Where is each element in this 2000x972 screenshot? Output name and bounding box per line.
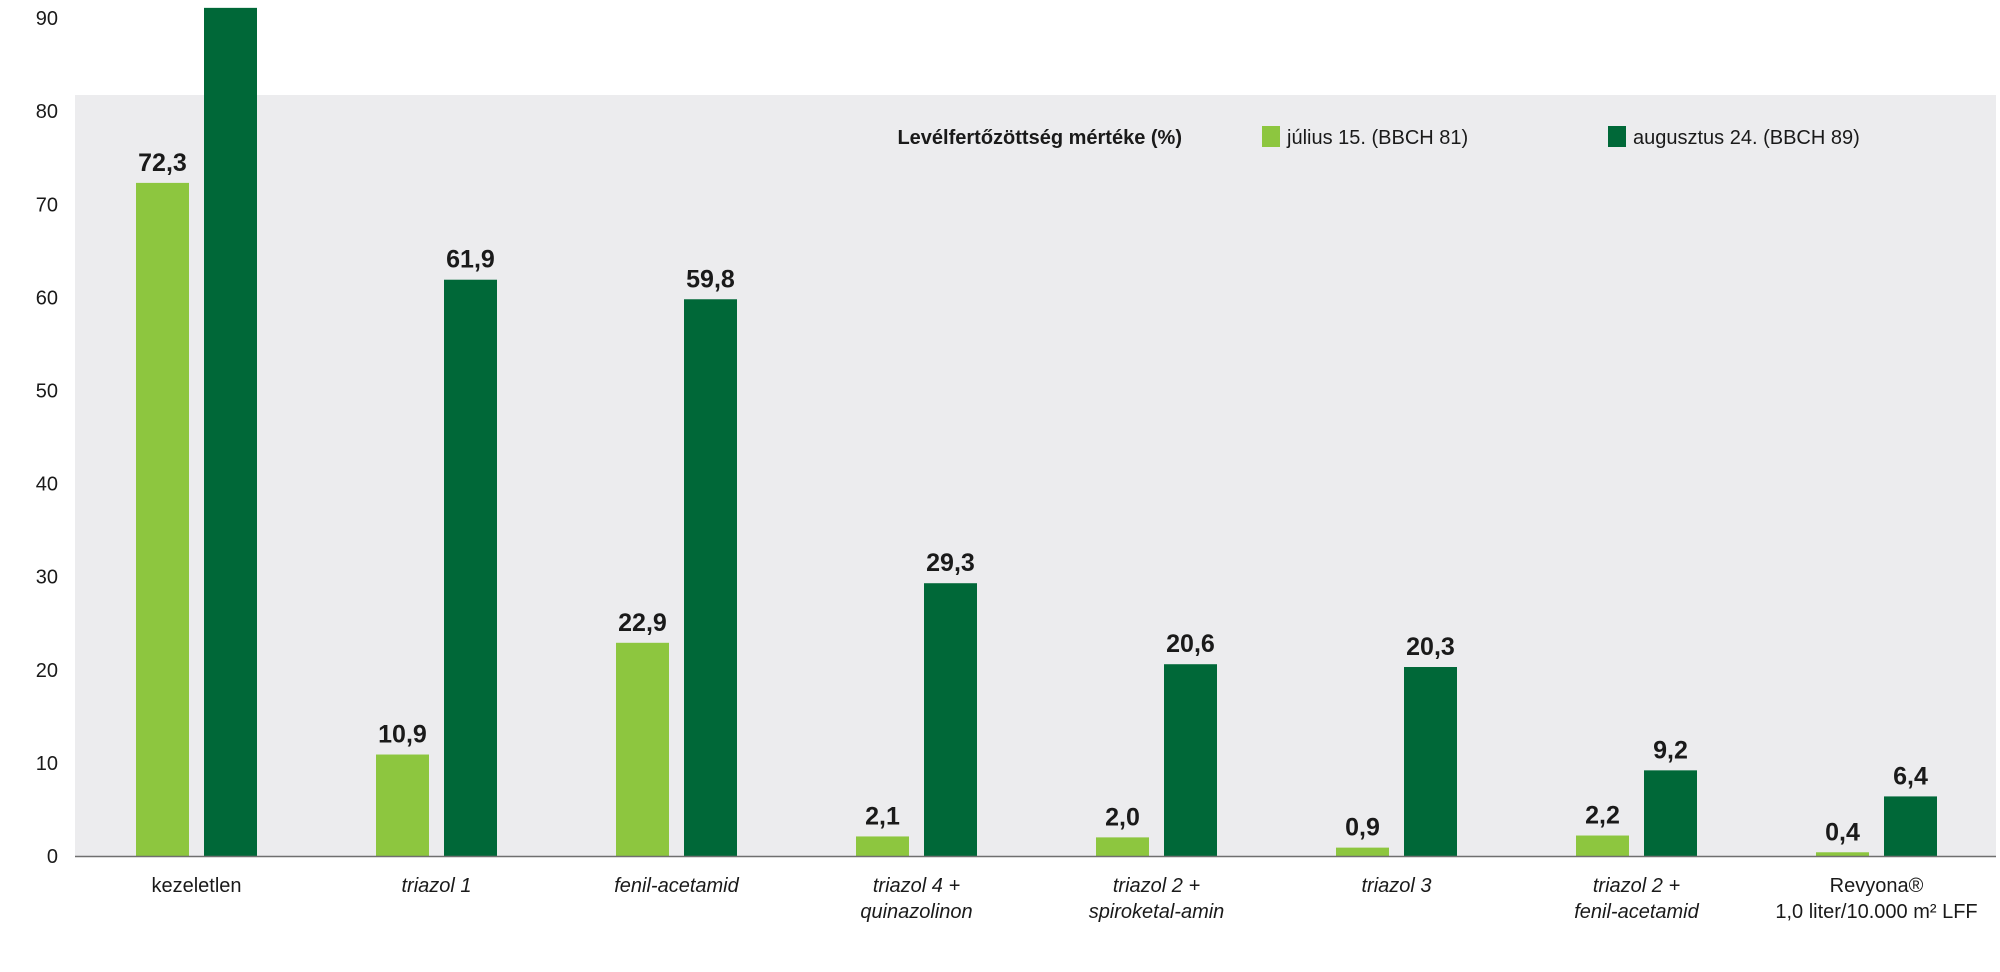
legend-label-august: augusztus 24. (BBCH 89)	[1633, 127, 1860, 149]
data-label: 59,8	[686, 265, 735, 293]
data-label: 0,9	[1345, 814, 1380, 842]
legend: Levélfertőzöttség mértéke (%) július 15.…	[897, 126, 1860, 149]
bar	[1404, 667, 1457, 856]
bar	[1644, 770, 1697, 856]
plot-area	[75, 95, 1996, 856]
bar	[684, 299, 737, 857]
x-tick-label: triazol 2 +	[1113, 875, 1200, 897]
y-tick-label: 30	[36, 567, 58, 589]
data-label: 6,4	[1893, 762, 1928, 790]
x-tick-label: triazol 4 +	[873, 875, 960, 897]
x-tick-label: fenil-acetamid	[614, 875, 739, 897]
y-tick-label: 90	[36, 8, 58, 30]
data-label: 20,3	[1406, 633, 1455, 661]
x-tick-label: spiroketal-amin	[1089, 901, 1225, 923]
bar	[376, 754, 429, 856]
legend-swatch-july	[1262, 126, 1280, 147]
bar	[924, 583, 977, 856]
data-label: 72,3	[138, 149, 187, 177]
data-label: 2,2	[1585, 802, 1620, 830]
y-tick-label: 40	[36, 474, 58, 496]
data-label: 91,1	[206, 0, 255, 2]
y-axis: 0 10 20 30 40 50 60 70 80 90	[36, 8, 58, 868]
legend-label-july: július 15. (BBCH 81)	[1286, 127, 1468, 149]
bar	[1336, 847, 1389, 856]
data-label: 2,0	[1105, 803, 1140, 831]
bar	[1164, 664, 1217, 856]
data-label: 9,2	[1653, 736, 1688, 764]
data-label: 61,9	[446, 246, 495, 274]
bar	[204, 7, 257, 856]
data-label: 22,9	[618, 609, 667, 637]
x-tick-label: 1,0 liter/10.000 m² LFF	[1775, 901, 1977, 923]
x-tick-label: triazol 2 +	[1593, 875, 1680, 897]
y-tick-label: 60	[36, 287, 58, 309]
y-tick-label: 80	[36, 101, 58, 123]
x-axis: kezeletlen triazol 1 fenil-acetamid triazol…	[75, 855, 1996, 923]
x-tick-label: kezeletlen	[151, 875, 241, 897]
y-tick-label: 20	[36, 660, 58, 682]
x-tick-label: Revyona®	[1830, 875, 1924, 897]
bar	[856, 836, 909, 856]
data-label: 29,3	[926, 549, 975, 577]
x-tick-label: triazol 1	[401, 875, 471, 897]
bar	[1884, 796, 1937, 856]
bar	[1576, 835, 1629, 856]
y-tick-label: 70	[36, 194, 58, 216]
x-tick-label: quinazolinon	[860, 901, 972, 923]
bar	[136, 182, 189, 857]
legend-title: Levélfertőzöttség mértéke (%)	[897, 127, 1182, 149]
data-label: 0,4	[1825, 818, 1860, 846]
bar	[444, 279, 497, 856]
bar	[1096, 837, 1149, 856]
data-label: 2,1	[865, 802, 900, 830]
bars	[136, 7, 1937, 857]
bar	[1816, 852, 1869, 856]
x-tick-label: triazol 3	[1361, 875, 1431, 897]
data-label: 20,6	[1166, 630, 1215, 658]
legend-swatch-august	[1608, 126, 1626, 147]
y-tick-label: 0	[47, 846, 58, 868]
bar	[616, 642, 669, 856]
data-labels: 72,3 91,1 10,9 61,9 22,9 59,8 2,1 29,3 2,0 20,6 0,…	[138, 0, 1928, 846]
x-tick-label: fenil-acetamid	[1574, 901, 1699, 923]
y-tick-label: 50	[36, 381, 58, 403]
y-tick-label: 10	[36, 753, 58, 775]
data-label: 10,9	[378, 721, 427, 749]
